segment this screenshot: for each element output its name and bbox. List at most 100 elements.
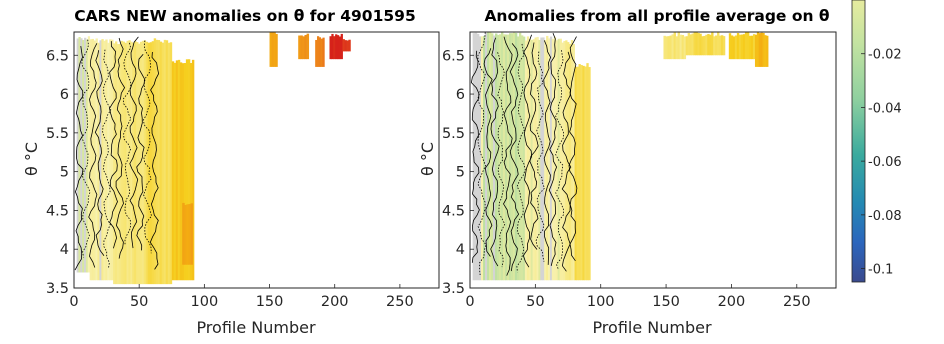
heatmap-cell bbox=[316, 36, 320, 67]
heatmap-cell bbox=[322, 37, 325, 67]
heatmap-cell bbox=[584, 66, 587, 281]
right-plot-area: 0 50 100 150 200 250 3.5 4 4.5 5 5.5 6 6.5 bbox=[442, 31, 837, 310]
left-panel: CARS NEW anomalies on θ for 4901595 0 50 1… bbox=[22, 7, 440, 337]
heatmap-cell bbox=[570, 40, 574, 281]
heatmap-cell bbox=[76, 38, 79, 273]
y-tick-label: 5 bbox=[456, 165, 465, 181]
heatmap-cell bbox=[85, 39, 89, 273]
colorbar-ticks: -0.02 -0.04 -0.06 -0.08 -0.1 bbox=[861, 48, 902, 278]
contour-line bbox=[74, 46, 84, 271]
right-plot-frame bbox=[469, 31, 837, 289]
heatmap-cell bbox=[115, 41, 118, 285]
heatmap-cell bbox=[742, 34, 746, 60]
heatmap-cell bbox=[184, 204, 187, 265]
heatmap-cell bbox=[340, 33, 343, 60]
x-tick-label: 0 bbox=[69, 294, 78, 310]
heatmap-cell bbox=[130, 41, 133, 285]
y-tick-label: 6 bbox=[456, 87, 465, 103]
heatmap-cell bbox=[586, 63, 589, 281]
heatmap-cell bbox=[186, 204, 189, 265]
heatmap-cell bbox=[315, 39, 318, 67]
heatmap-cell bbox=[126, 40, 129, 285]
y-tick-label: 5.5 bbox=[46, 126, 69, 142]
heatmap-cell bbox=[506, 34, 510, 281]
heatmap-cell bbox=[766, 35, 769, 67]
heatmap-cell bbox=[302, 36, 305, 60]
heatmap-cell bbox=[681, 34, 685, 60]
left-y-axis-label: θ °C bbox=[22, 142, 41, 176]
heatmap-cell bbox=[720, 35, 724, 56]
heatmap-cell bbox=[306, 33, 310, 60]
heatmap-cell bbox=[149, 42, 153, 285]
heatmap-cell bbox=[524, 40, 528, 281]
heatmap-cell bbox=[514, 32, 518, 281]
contour-line bbox=[115, 37, 126, 259]
left-y-axis: 3.5 4 4.5 5 5.5 6 6.5 bbox=[46, 48, 78, 297]
heatmap-cell bbox=[679, 34, 683, 60]
heatmap-cell bbox=[78, 37, 81, 273]
colorbar-frame bbox=[851, 0, 866, 283]
colorbar-tick-label: -0.08 bbox=[868, 209, 902, 224]
heatmap-cell bbox=[576, 66, 579, 281]
heatmap-cell bbox=[338, 36, 342, 60]
colorbar-tick-label: -0.1 bbox=[868, 263, 893, 278]
heatmap-cell bbox=[300, 35, 303, 60]
heatmap-cell bbox=[105, 39, 108, 281]
heatmap-cell bbox=[693, 32, 696, 56]
heatmap-cell bbox=[273, 32, 276, 67]
heatmap-cell bbox=[153, 38, 157, 285]
heatmap-cell bbox=[318, 37, 322, 67]
heatmap-cell bbox=[707, 33, 710, 56]
heatmap-cell bbox=[673, 32, 676, 60]
heatmap-cell bbox=[183, 63, 187, 281]
heatmap-cell bbox=[683, 36, 687, 60]
heatmap-cell bbox=[501, 32, 504, 281]
contour-line bbox=[535, 51, 545, 262]
contour-line bbox=[509, 43, 520, 272]
heatmap-cell bbox=[167, 42, 171, 285]
heatmap-cell bbox=[536, 36, 539, 281]
heatmap-cell bbox=[534, 37, 537, 281]
contour-line bbox=[136, 53, 145, 251]
heatmap-cell bbox=[691, 33, 694, 56]
heatmap-cell bbox=[732, 36, 736, 60]
heatmap-cell bbox=[143, 40, 147, 285]
contour-line bbox=[529, 42, 539, 250]
heatmap-cell bbox=[675, 36, 678, 60]
y-tick-label: 4 bbox=[60, 242, 69, 258]
heatmap-cell bbox=[538, 39, 541, 281]
contour-line bbox=[516, 43, 526, 273]
heatmap-cell bbox=[271, 32, 274, 67]
x-tick-label: 150 bbox=[256, 294, 284, 310]
y-tick-label: 5.5 bbox=[442, 126, 465, 142]
heatmap-cell bbox=[760, 32, 763, 67]
heatmap-cell bbox=[269, 32, 272, 67]
heatmap-cell bbox=[736, 33, 740, 60]
y-tick-label: 6.5 bbox=[442, 48, 465, 64]
heatmap-cell bbox=[329, 36, 332, 60]
right-chart-title: Anomalies from all profile average on θ bbox=[484, 7, 829, 25]
heatmap-cell bbox=[141, 40, 145, 285]
x-tick-label: 250 bbox=[386, 294, 414, 310]
heatmap-cell bbox=[728, 33, 732, 60]
heatmap-cell bbox=[147, 42, 151, 285]
heatmap-cell bbox=[703, 35, 706, 56]
colorbar-tick-label: -0.04 bbox=[868, 101, 902, 116]
heatmap-cell bbox=[175, 60, 179, 281]
contour-line bbox=[149, 51, 160, 270]
heatmap-cell bbox=[689, 34, 692, 56]
left-contour-lines bbox=[74, 36, 160, 271]
heatmap-cell bbox=[548, 38, 551, 281]
heatmap-cell bbox=[185, 59, 189, 281]
heatmap-cell bbox=[304, 34, 307, 60]
heatmap-cell bbox=[134, 41, 137, 285]
heatmap-cell bbox=[111, 39, 114, 281]
heatmap-cell bbox=[744, 32, 748, 60]
heatmap-cell bbox=[544, 40, 547, 281]
heatmap-cell bbox=[493, 35, 496, 281]
heatmap-cell bbox=[665, 36, 668, 60]
contour-line bbox=[129, 36, 139, 249]
right-panel: Anomalies from all profile average on θ … bbox=[418, 7, 837, 337]
y-tick-label: 6.5 bbox=[46, 48, 69, 64]
heatmap-cell bbox=[169, 42, 173, 285]
